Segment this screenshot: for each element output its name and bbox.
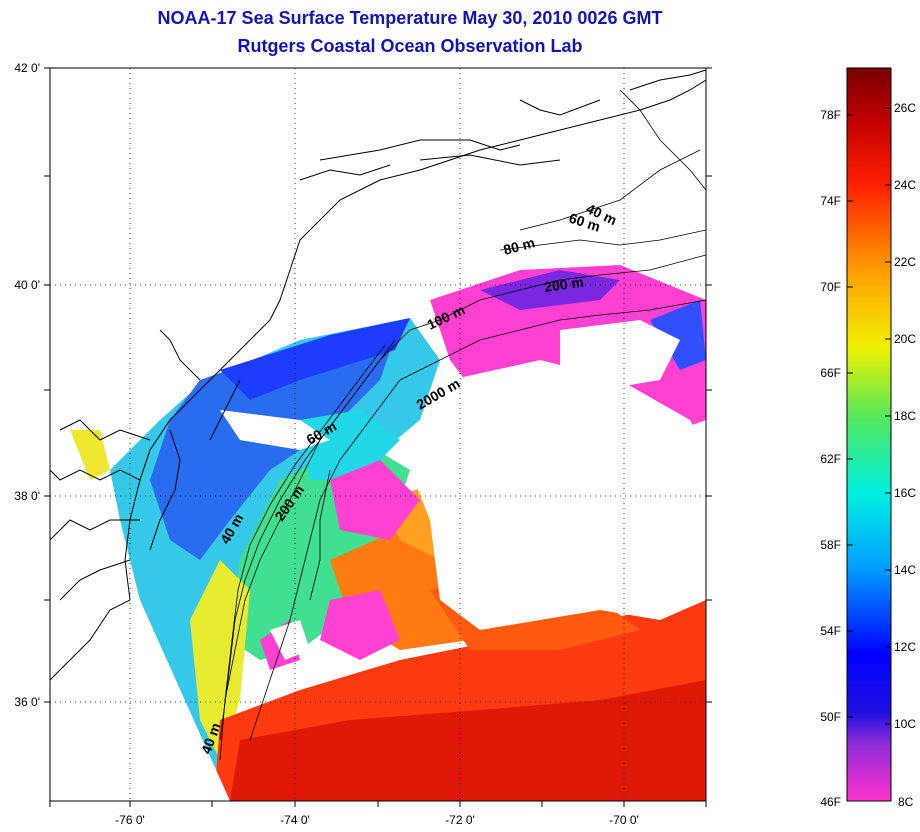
colorbar-c-label-16: 16C: [894, 486, 916, 500]
lat-label-40: 40 0': [14, 278, 40, 292]
contour-label-200m: 200 m: [543, 274, 585, 295]
lat-label-42: 42 0': [14, 61, 40, 75]
lon-label-76: -76 0': [115, 813, 145, 827]
lon-label-72: -72 0': [445, 813, 475, 827]
colorbar-f-label-78: 78F: [820, 108, 841, 122]
lon-label-74: -74 0': [280, 813, 310, 827]
colorbar-f-label-66: 66F: [820, 366, 841, 380]
colorbar-c-label-10: 10C: [894, 717, 916, 731]
colorbar-f-label-62: 62F: [820, 452, 841, 466]
coastline-layer: [50, 69, 706, 681]
colorbar-c-ticks: [885, 107, 891, 802]
colorbar-c-label-20: 20C: [894, 332, 916, 346]
lon-ticks: [49, 801, 707, 807]
colorbar-f-label-46: 46F: [820, 795, 841, 809]
colorbar-f-label-54: 54F: [820, 624, 841, 638]
colorbar-f-ticks: [847, 114, 853, 802]
colorbar-c-label-14: 14C: [894, 563, 916, 577]
colorbar-c-label-26: 26C: [894, 101, 916, 115]
colorbar-c-label-18: 18C: [894, 409, 916, 423]
lat-label-38: 38 0': [14, 489, 40, 503]
colorbar-c-label-24: 24C: [894, 178, 916, 192]
bathymetry-contours: [219, 89, 706, 761]
colorbar-c-label-22: 22C: [894, 255, 916, 269]
lon-label-70: -70 0': [609, 813, 639, 827]
colorbar-c-label-12: 12C: [894, 640, 916, 654]
colorbar-f-label-70: 70F: [820, 280, 841, 294]
colorbar-c-label-8: 8C: [898, 795, 914, 809]
lat-ticks: [44, 67, 712, 703]
map-subtitle: Rutgers Coastal Ocean Observation Lab: [237, 36, 583, 56]
colorbar-f-label-50: 50F: [820, 710, 841, 724]
colorbar-f-label-58: 58F: [820, 538, 841, 552]
colorbar: [846, 67, 892, 802]
contour-label-80m: 80 m: [502, 234, 537, 258]
graticule: [50, 68, 706, 801]
colorbar-f-label-74: 74F: [820, 194, 841, 208]
map-title: NOAA-17 Sea Surface Temperature May 30, …: [157, 8, 663, 28]
lat-label-36: 36 0': [14, 695, 40, 709]
